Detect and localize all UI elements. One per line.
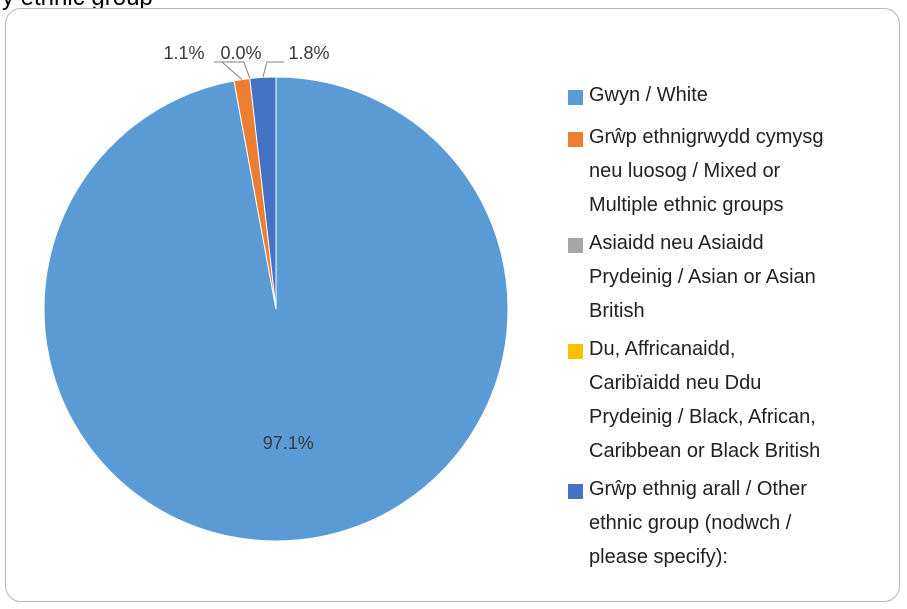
leader-line-asian <box>222 61 251 79</box>
data-label-mixed: 1.1% <box>163 43 204 63</box>
leader-line-other <box>262 61 284 78</box>
chart-title-fragment: y ethnic group <box>2 0 153 12</box>
legend-label-asian: Asiaidd neu Asiaidd Prydeinig / Asian or… <box>589 232 816 322</box>
pie-slice-other <box>249 76 277 310</box>
leader-line-mixed <box>214 61 243 80</box>
legend-swatch-black <box>568 344 583 359</box>
legend-swatch-other <box>568 484 583 499</box>
data-label-other: 1.8% <box>288 43 329 63</box>
legend-item-black: Du, Affricanaidd, Caribïaidd neu Ddu Pry… <box>568 338 888 468</box>
legend-swatch-asian <box>568 238 583 253</box>
data-label-white: 97.1% <box>263 433 314 453</box>
legend-item-other: Grŵp ethnig arall / Other ethnic group (… <box>568 478 888 574</box>
legend-label-black: Du, Affricanaidd, Caribïaidd neu Ddu Pry… <box>589 338 821 462</box>
legend-label-white: Gwyn / White <box>589 84 708 106</box>
legend-swatch-white <box>568 90 583 105</box>
legend-item-mixed: Grŵp ethnigrwydd cymysg neu luosog / Mix… <box>568 126 888 222</box>
legend-item-asian: Asiaidd neu Asiaidd Prydeinig / Asian or… <box>568 232 888 328</box>
legend-label-other: Grŵp ethnig arall / Other ethnic group (… <box>589 478 807 568</box>
legend-item-white: Gwyn / White <box>568 84 888 112</box>
legend-label-mixed: Grŵp ethnigrwydd cymysg neu luosog / Mix… <box>589 126 824 216</box>
legend-swatch-mixed <box>568 132 583 147</box>
data-label-asian: 0.0% <box>220 43 261 63</box>
